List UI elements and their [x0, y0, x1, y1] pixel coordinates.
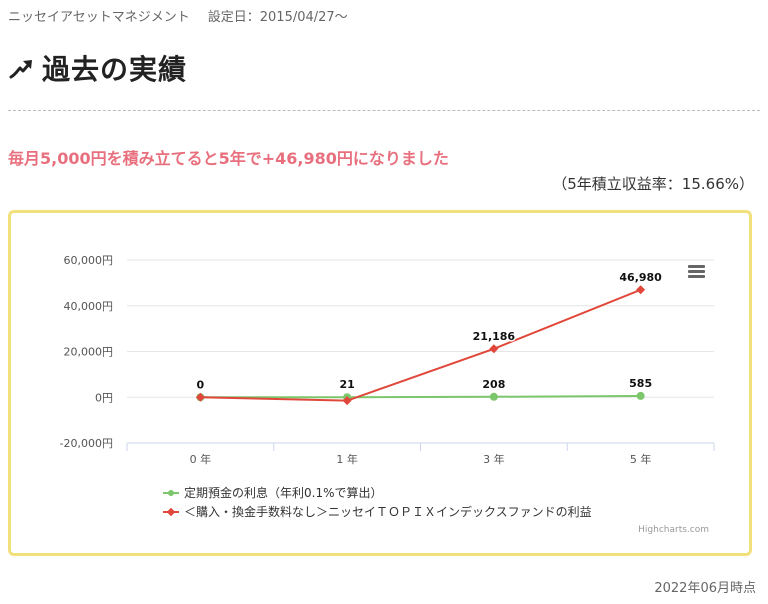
legend-label-deposit: 定期預金の利息（年利0.1%で算出） [184, 486, 383, 500]
chart-credit[interactable]: Highcharts.com [638, 525, 709, 535]
return-rate: （5年積立収益率：15.66%） [552, 175, 754, 193]
divider [8, 110, 760, 111]
data-label: 21 [339, 378, 354, 391]
legend-swatch-deposit [163, 488, 179, 498]
x-tick-label: 3 年 [483, 452, 505, 466]
series-line-0 [200, 394, 641, 399]
data-label: 208 [482, 378, 505, 391]
setup-date: 設定日：2015/04/27～ [207, 10, 348, 25]
legend-item-fund[interactable]: ＜購入・換金手数料なし＞ニッセイＴＯＰＩＸインデックスファンドの利益 [163, 502, 592, 521]
performance-headline: 毎月5,000円を積み立てると5年で+46,980円になりました [8, 149, 449, 168]
y-tick-label: -20,000円 [60, 437, 113, 450]
chart-container: -20,000円 0円 20,000円 40,000円 60,000円 0 年 1 年 3 年… [8, 210, 752, 556]
as-of-date: 2022年06月時点 [654, 581, 756, 596]
legend-swatch-fund [163, 507, 179, 517]
data-point [489, 344, 499, 354]
y-tick-label: 0円 [95, 391, 113, 404]
data-point [195, 392, 205, 402]
data-label: 21,186 [473, 330, 516, 343]
x-tick-label: 5 年 [630, 452, 652, 466]
chart-legend: 定期預金の利息（年利0.1%で算出） ＜購入・換金手数料なし＞ニッセイＴＯＰＩＸ… [163, 483, 592, 521]
page-title: 過去の実績 [42, 53, 188, 86]
y-tick-label: 20,000円 [64, 346, 114, 359]
y-tick-label: 60,000円 [64, 254, 114, 267]
y-tick-label: 40,000円 [64, 300, 114, 313]
section-title-row: 過去の実績 [8, 48, 187, 88]
line-chart: -20,000円 0円 20,000円 40,000円 60,000円 0 年 1 年 3 年… [60, 254, 715, 466]
data-point [489, 392, 498, 401]
data-label: 0 [197, 378, 205, 391]
x-tick-label: 1 年 [336, 452, 358, 466]
trend-up-arrow-icon [9, 60, 32, 79]
data-point [636, 285, 646, 295]
data-point [636, 391, 645, 400]
legend-label-fund: ＜購入・換金手数料なし＞ニッセイＴＯＰＩＸインデックスファンドの利益 [184, 505, 592, 519]
chart-menu-icon[interactable] [688, 265, 705, 278]
series-line-1 [200, 288, 641, 402]
data-label: 46,980 [619, 271, 662, 284]
data-label: 585 [629, 377, 652, 390]
data-point [342, 396, 352, 406]
fund-name: ニッセイアセットマネジメント [8, 10, 190, 25]
legend-item-deposit[interactable]: 定期預金の利息（年利0.1%で算出） [163, 483, 592, 502]
x-tick-label: 0 年 [190, 452, 212, 466]
fund-info: ニッセイアセットマネジメント 設定日：2015/04/27～ [8, 6, 348, 25]
